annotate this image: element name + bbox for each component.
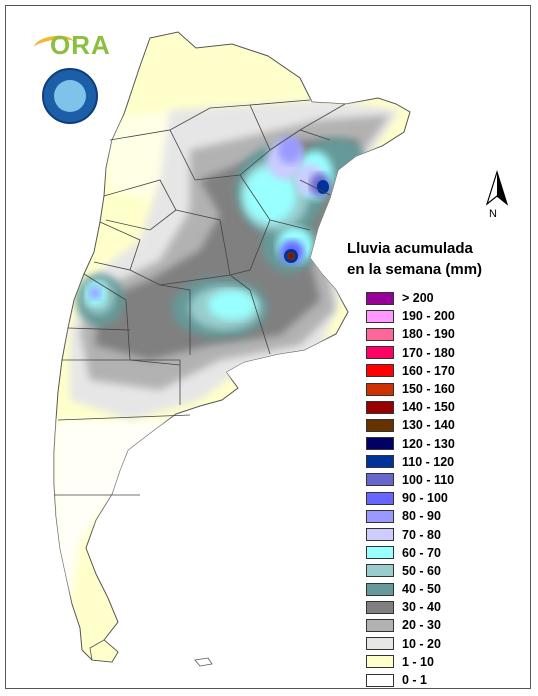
legend-label: 110 - 120: [402, 454, 455, 469]
ora-logo: ORA: [50, 30, 111, 60]
legend-label: 1 - 10: [402, 654, 434, 669]
legend-swatch: [366, 637, 394, 651]
legend-swatch: [366, 564, 394, 578]
legend-swatch: [366, 400, 394, 414]
legend-item: 70 - 80: [366, 525, 455, 543]
north-arrow-icon: [485, 170, 509, 206]
legend-item: 30 - 40: [366, 598, 455, 616]
legend-item: 1 - 10: [366, 653, 455, 671]
legend-swatch: [366, 418, 394, 432]
legend-swatch: [366, 346, 394, 360]
legend-label: 60 - 70: [402, 545, 441, 560]
legend-label: 10 - 20: [402, 636, 441, 651]
legend-item: 120 - 130: [366, 435, 455, 453]
legend-item: 170 - 180: [366, 344, 455, 362]
legend-item: 80 - 90: [366, 507, 455, 525]
small-island: [194, 657, 213, 667]
legend-label: 160 - 170: [402, 363, 455, 378]
legend-title-line2: en la semana (mm): [347, 261, 483, 278]
legend-label: 150 - 160: [402, 382, 455, 397]
legend-item: 160 - 170: [366, 362, 455, 380]
legend-label: 80 - 90: [402, 509, 441, 524]
legend-label: 170 - 180: [402, 345, 455, 360]
map-frame: [5, 5, 531, 689]
legend-item: 20 - 30: [366, 616, 455, 634]
legend-label: 90 - 100: [402, 491, 448, 506]
legend-item: 40 - 50: [366, 580, 455, 598]
legend-item: 10 - 20: [366, 635, 455, 653]
legend-label: 190 - 200: [402, 309, 455, 324]
legend-swatch: [366, 382, 394, 396]
smn-seal-icon: [42, 68, 98, 124]
legend-label: 130 - 140: [402, 418, 455, 433]
legend-swatch: [366, 528, 394, 542]
legend-swatch: [366, 455, 394, 469]
legend-swatch: [366, 291, 394, 305]
legend-label: 20 - 30: [402, 618, 441, 633]
legend-label: 180 - 190: [402, 327, 455, 342]
legend-swatch: [366, 582, 394, 596]
legend-item: 140 - 150: [366, 398, 455, 416]
legend-label: 40 - 50: [402, 582, 441, 597]
legend-swatch: [366, 673, 394, 687]
legend-swatch: [366, 618, 394, 632]
legend-label: 30 - 40: [402, 600, 441, 615]
legend-item: 90 - 100: [366, 489, 455, 507]
legend-label: 50 - 60: [402, 563, 441, 578]
legend-swatch: [366, 437, 394, 451]
legend-label: 140 - 150: [402, 400, 455, 415]
legend-item: 190 - 200: [366, 307, 455, 325]
legend-label: 70 - 80: [402, 527, 441, 542]
legend-item: 60 - 70: [366, 544, 455, 562]
legend-label: 100 - 110: [402, 472, 455, 487]
legend-item: 50 - 60: [366, 562, 455, 580]
legend-label: 120 - 130: [402, 436, 455, 451]
tierra-del-fuego: [89, 639, 119, 663]
legend-swatch: [366, 491, 394, 505]
legend-title-line1: Lluvia acumulada: [347, 240, 473, 257]
legend-swatch: [366, 546, 394, 560]
legend-item: 150 - 160: [366, 380, 455, 398]
legend-item: > 200: [366, 289, 455, 307]
legend-swatch: [366, 600, 394, 614]
north-label: N: [489, 208, 497, 220]
legend-swatch: [366, 655, 394, 669]
legend-item: 130 - 140: [366, 416, 455, 434]
legend-label: 0 - 1: [402, 673, 428, 688]
legend-swatch: [366, 473, 394, 487]
legend-swatch: [366, 309, 394, 323]
legend-swatch: [366, 364, 394, 378]
legend-swatch: [366, 327, 394, 341]
legend-item: 110 - 120: [366, 453, 455, 471]
legend: > 200 190 - 200 180 - 190 170 - 180 160 - 17…: [366, 289, 455, 689]
legend-item: 0 - 1: [366, 671, 455, 689]
legend-title: Lluvia acumulada en la semana (mm): [347, 238, 482, 280]
legend-label: > 200: [402, 291, 434, 306]
province-borders: [54, 99, 346, 496]
legend-item: 180 - 190: [366, 325, 455, 343]
legend-item: 100 - 110: [366, 471, 455, 489]
legend-swatch: [366, 509, 394, 523]
rainfall-fields: [54, 100, 400, 600]
